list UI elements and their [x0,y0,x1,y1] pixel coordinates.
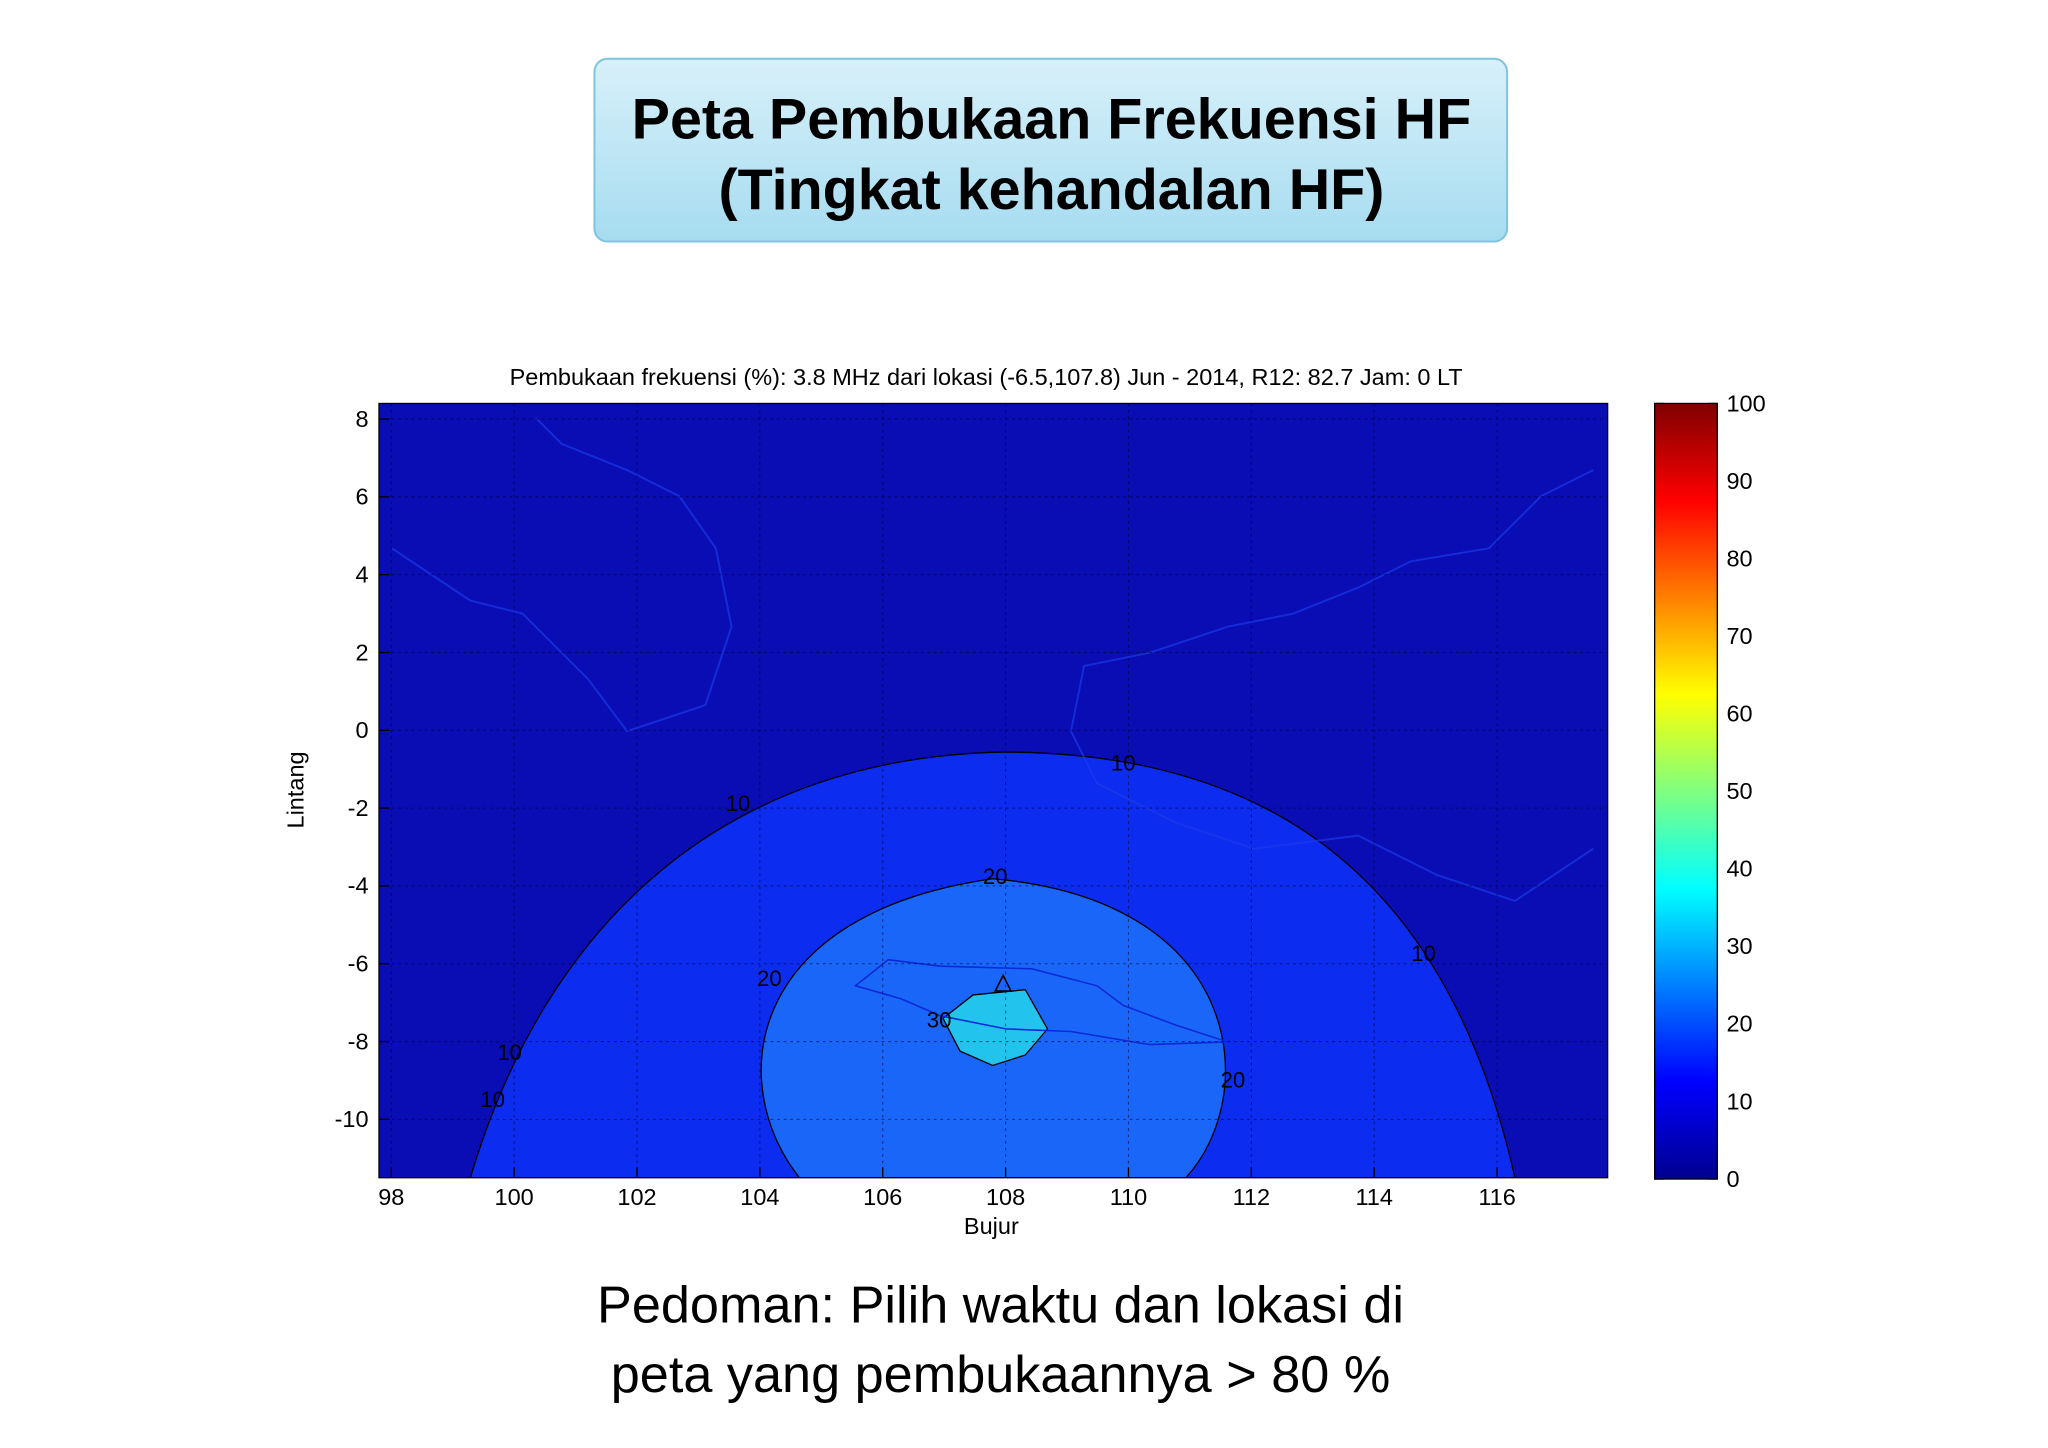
x-tick-label: 102 [617,1184,656,1210]
chart-title: Pembukaan frekuensi (%): 3.8 MHz dari lo… [510,364,1463,390]
contour-label: 20 [1221,1068,1246,1093]
x-tick-label: 114 [1355,1184,1392,1210]
x-tick-label: 110 [1110,1184,1147,1210]
colorbar-tick-label: 80 [1726,545,1752,571]
coastline [1069,469,1594,903]
colorbar-tick-label: 20 [1726,1011,1752,1037]
y-tick-label: -4 [348,873,369,899]
axes-frame [378,402,1609,1179]
y-tick-label: -2 [348,795,369,821]
contour-label: 10 [1111,750,1136,775]
contour-label: 20 [757,966,782,991]
colorbar-tick-label: 30 [1726,933,1752,959]
colorbar-tick-label: 10 [1726,1088,1752,1114]
colorbar [1653,402,1718,1180]
colorbar-tick-label: 90 [1726,468,1752,494]
slide-title: Peta Pembukaan Frekuensi HF [632,87,1472,151]
colorbar-tick-label: 70 [1726,623,1752,649]
contour-label: 10 [480,1087,505,1112]
colorbar-tick-label: 60 [1726,701,1752,727]
footer-text: Pedoman: Pilih waktu dan lokasi di [597,1277,1404,1335]
y-tick-label: 8 [355,406,368,432]
x-tick-label: 116 [1478,1184,1515,1210]
contour-label: 10 [726,791,751,816]
contour-label: 30 [927,1008,952,1033]
x-tick-label: 108 [986,1184,1025,1210]
y-tick-label: 4 [355,561,368,587]
y-tick-label: -6 [348,951,369,977]
x-tick-label: 112 [1233,1184,1270,1210]
y-tick-label: 2 [355,639,368,665]
footer-text: peta yang pembukaannya > 80 % [611,1346,1391,1404]
plot-overlay: 98 100 102 104 106 108 110 112 114 116-10-8-6-4-2… [335,390,1766,1210]
colorbar-tick-label: 0 [1726,1166,1739,1192]
title-box [593,57,1509,243]
x-tick-label: 100 [495,1184,534,1210]
slide-title: (Tingkat kehandalan HF) [718,158,1384,222]
coastline [391,417,733,733]
x-tick-label: 106 [863,1184,902,1210]
colorbar-tick-label: 40 [1726,856,1752,882]
y-tick-label: 0 [355,717,368,743]
coastline [853,958,1228,1046]
x-tick-label: 104 [740,1184,779,1210]
x-axis-label: Bujur [964,1213,1019,1239]
plot-area [378,403,1608,1178]
contour-label: 10 [497,1040,522,1065]
site-marker [994,973,1013,992]
contour-label: 10 [1411,941,1436,966]
y-tick-label: 6 [355,484,368,510]
y-axis-label: Lintang [282,751,308,828]
contour-label: 20 [983,864,1008,889]
y-tick-label: -10 [335,1106,369,1132]
x-tick-label: 98 [378,1184,404,1210]
colorbar-tick-label: 100 [1726,390,1765,416]
y-tick-label: -8 [348,1028,369,1054]
colorbar-tick-label: 50 [1726,778,1752,804]
